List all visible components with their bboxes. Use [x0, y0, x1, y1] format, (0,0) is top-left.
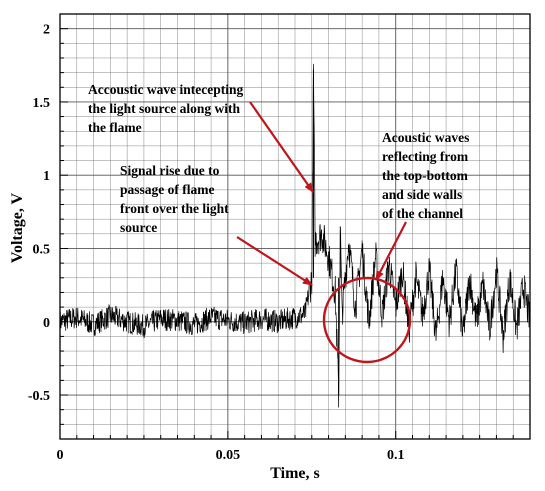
y-tick-labels: -0.5 0 0.5 1 1.5 2	[28, 23, 50, 404]
annotation-line: source	[120, 220, 157, 235]
annotation-arrow-3	[375, 221, 407, 281]
y-tick-label: 0.5	[33, 242, 51, 257]
plot-frame	[59, 13, 531, 440]
x-tick-label: 0.05	[216, 448, 241, 463]
annotation-line: Signal rise due to	[120, 163, 220, 178]
annotation-arrow-1	[249, 101, 314, 193]
x-tick-label: 0.1	[387, 448, 405, 463]
annotation-line: and side walls	[382, 187, 462, 202]
annotation-arrow-2	[236, 236, 313, 286]
annotation-line: Accoustic wave intecepting	[88, 82, 243, 97]
y-tick-label: 0	[43, 316, 50, 331]
annotation-line: front over the light	[120, 201, 229, 216]
annotation-line: reflecting from	[382, 149, 469, 164]
annotation-line: Acoustic waves	[382, 130, 469, 145]
x-axis-title: Time, s	[270, 465, 319, 482]
annotation-line: the top-bottom	[382, 168, 469, 183]
highlight-circle	[322, 276, 412, 364]
x-tick-label: 0	[57, 448, 64, 463]
voltage-signal	[59, 63, 531, 408]
annotation-acoustic-reflections: Acoustic waves reflecting from the top-b…	[382, 130, 473, 221]
annotation-signal-rise: Signal rise due to passage of flame fron…	[120, 163, 232, 235]
y-tick-label: 2	[43, 23, 50, 38]
annotation-line: the light source along with	[88, 101, 240, 116]
signal-trace	[59, 63, 531, 408]
annotation-line: passage of flame	[120, 182, 215, 197]
y-tick-label: 1	[43, 169, 50, 184]
annotation-line: of the channel	[382, 206, 463, 221]
y-tick-label: -0.5	[28, 389, 50, 404]
y-axis-title: Voltage, V	[9, 192, 26, 263]
annotation-line: the flame	[88, 120, 142, 135]
x-tick-labels: 0 0.05 0.1	[57, 448, 405, 463]
annotation-acoustic-wave-intercept: Accoustic wave intecepting the light sou…	[88, 82, 247, 135]
y-tick-label: 1.5	[33, 96, 51, 111]
